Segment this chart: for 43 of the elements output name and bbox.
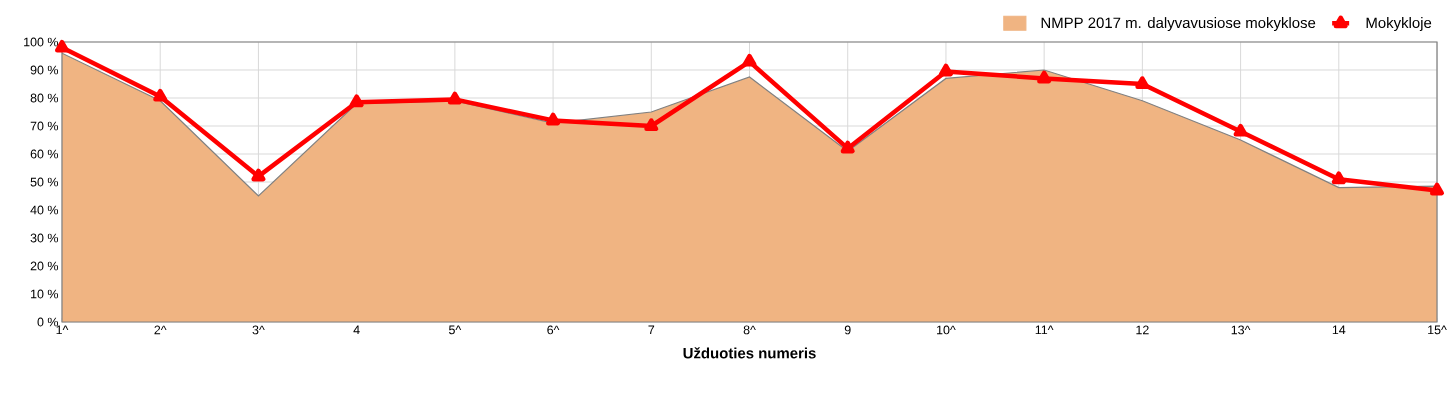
y-tick-label: 80 % bbox=[30, 93, 59, 103]
legend-label: NMPP 2017 m. dalyvavusiose mokyklose bbox=[1041, 17, 1316, 32]
x-tick-label: 2^ bbox=[154, 325, 167, 335]
x-tick-label: 14 bbox=[1332, 325, 1346, 335]
y-tick-label: 60 % bbox=[30, 149, 59, 159]
y-tick-label: 50 % bbox=[30, 177, 59, 187]
x-tick-label: 3^ bbox=[252, 325, 265, 335]
point bbox=[1331, 171, 1346, 185]
point bbox=[742, 53, 757, 67]
point bbox=[349, 94, 364, 108]
point bbox=[840, 140, 855, 154]
x-tick-label: 9 bbox=[844, 325, 851, 335]
x-tick-label: 5^ bbox=[448, 325, 462, 335]
x-tick-label: 13^ bbox=[1231, 325, 1251, 335]
point bbox=[1037, 70, 1052, 84]
point bbox=[546, 112, 561, 126]
y-tick-label: 90 % bbox=[30, 65, 59, 75]
point bbox=[1233, 123, 1248, 137]
point bbox=[251, 168, 266, 182]
legend-label: Mokykloje bbox=[1366, 17, 1432, 32]
point bbox=[1430, 182, 1445, 196]
x-tick-label: 1^ bbox=[56, 325, 69, 335]
point bbox=[1135, 76, 1150, 89]
point bbox=[644, 118, 659, 131]
x-axis-title: Užduoties numeris bbox=[683, 347, 816, 359]
point bbox=[938, 63, 953, 77]
y-tick-label: 30 % bbox=[30, 233, 59, 243]
x-tick-label: 12 bbox=[1136, 325, 1149, 335]
x-tick-label: 10^ bbox=[937, 325, 956, 335]
point bbox=[153, 88, 168, 102]
y-tick-label: 70 % bbox=[30, 121, 59, 131]
x-tick-label: 8^ bbox=[743, 325, 756, 335]
x-tick-label: 6^ bbox=[547, 325, 560, 335]
x-tick-label: 4 bbox=[353, 325, 360, 335]
y-tick-label: 40 % bbox=[30, 205, 59, 215]
point bbox=[447, 91, 462, 105]
y-tick-label: 0 % bbox=[37, 317, 59, 327]
y-tick-label: 100 % bbox=[24, 37, 59, 47]
y-tick-label: 20 % bbox=[30, 261, 59, 271]
x-tick-label: 15^ bbox=[1428, 325, 1447, 335]
x-tick-label: 11^ bbox=[1035, 325, 1054, 335]
x-tick-label: 7 bbox=[648, 325, 655, 335]
y-tick-label: 10 % bbox=[31, 289, 59, 299]
